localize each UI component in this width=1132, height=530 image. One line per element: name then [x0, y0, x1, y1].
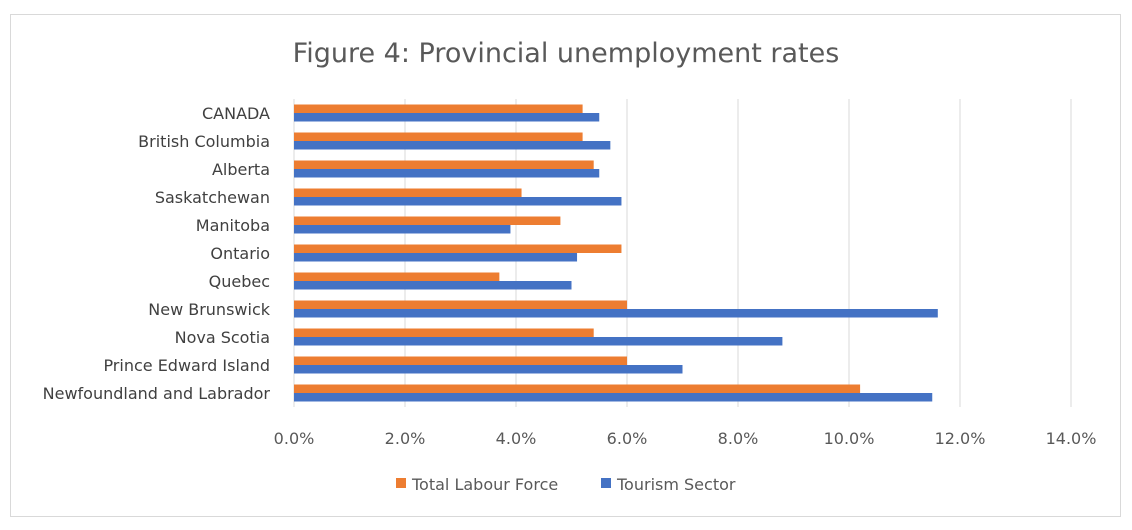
- bar: [294, 281, 572, 290]
- category-label: British Columbia: [138, 132, 270, 151]
- x-tick-label: 2.0%: [385, 429, 426, 448]
- x-tick-label: 6.0%: [607, 429, 648, 448]
- legend-label: Tourism Sector: [616, 475, 736, 494]
- bar: [294, 104, 583, 113]
- category-label: Alberta: [212, 160, 270, 179]
- bar: [294, 169, 600, 178]
- category-labels: CANADA British Columbia Alberta Saskatchewa…: [43, 104, 271, 403]
- x-tick-labels: 0.0% 2.0% 4.0% 6.0% 8.0% 10.0% 12.0% 14.0%: [274, 429, 1097, 448]
- legend-swatch: [601, 478, 611, 488]
- category-label: CANADA: [202, 104, 270, 123]
- bar: [294, 328, 594, 337]
- legend: Total Labour Force Tourism Sector: [396, 475, 736, 494]
- bar: [294, 356, 627, 365]
- bar: [294, 197, 622, 206]
- chart-title: Figure 4: Provincial unemployment rates: [293, 38, 840, 69]
- chart-frame: [10, 14, 1121, 517]
- x-tick-label: 10.0%: [824, 429, 875, 448]
- bar: [294, 141, 611, 150]
- x-tick-label: 8.0%: [718, 429, 759, 448]
- bar: [294, 384, 861, 393]
- category-label: Manitoba: [196, 216, 270, 235]
- x-tick-label: 0.0%: [274, 429, 315, 448]
- x-tick-label: 4.0%: [496, 429, 537, 448]
- bar: [294, 300, 627, 309]
- bar: [294, 188, 522, 197]
- bar: [294, 132, 583, 141]
- x-tick-label: 12.0%: [935, 429, 986, 448]
- gridlines: [293, 99, 1072, 407]
- category-label: New Brunswick: [148, 300, 270, 319]
- category-label: Prince Edward Island: [103, 356, 270, 375]
- bar: [294, 253, 578, 262]
- x-tick-label: 14.0%: [1046, 429, 1097, 448]
- category-label: Saskatchewan: [155, 188, 270, 207]
- legend-label: Total Labour Force: [411, 475, 558, 494]
- bar: [294, 309, 938, 318]
- category-label: Nova Scotia: [175, 328, 270, 347]
- bar: [294, 365, 683, 374]
- bar: [294, 216, 561, 225]
- bar: [294, 272, 500, 281]
- bar: [294, 113, 600, 122]
- bar: [294, 337, 783, 346]
- bar: [294, 393, 933, 402]
- category-label: Newfoundland and Labrador: [43, 384, 271, 403]
- bar: [294, 244, 622, 253]
- bar: [294, 225, 511, 234]
- category-label: Ontario: [210, 244, 270, 263]
- bars: [294, 104, 938, 402]
- bar: [294, 160, 594, 169]
- legend-swatch: [396, 478, 406, 488]
- category-label: Quebec: [209, 272, 270, 291]
